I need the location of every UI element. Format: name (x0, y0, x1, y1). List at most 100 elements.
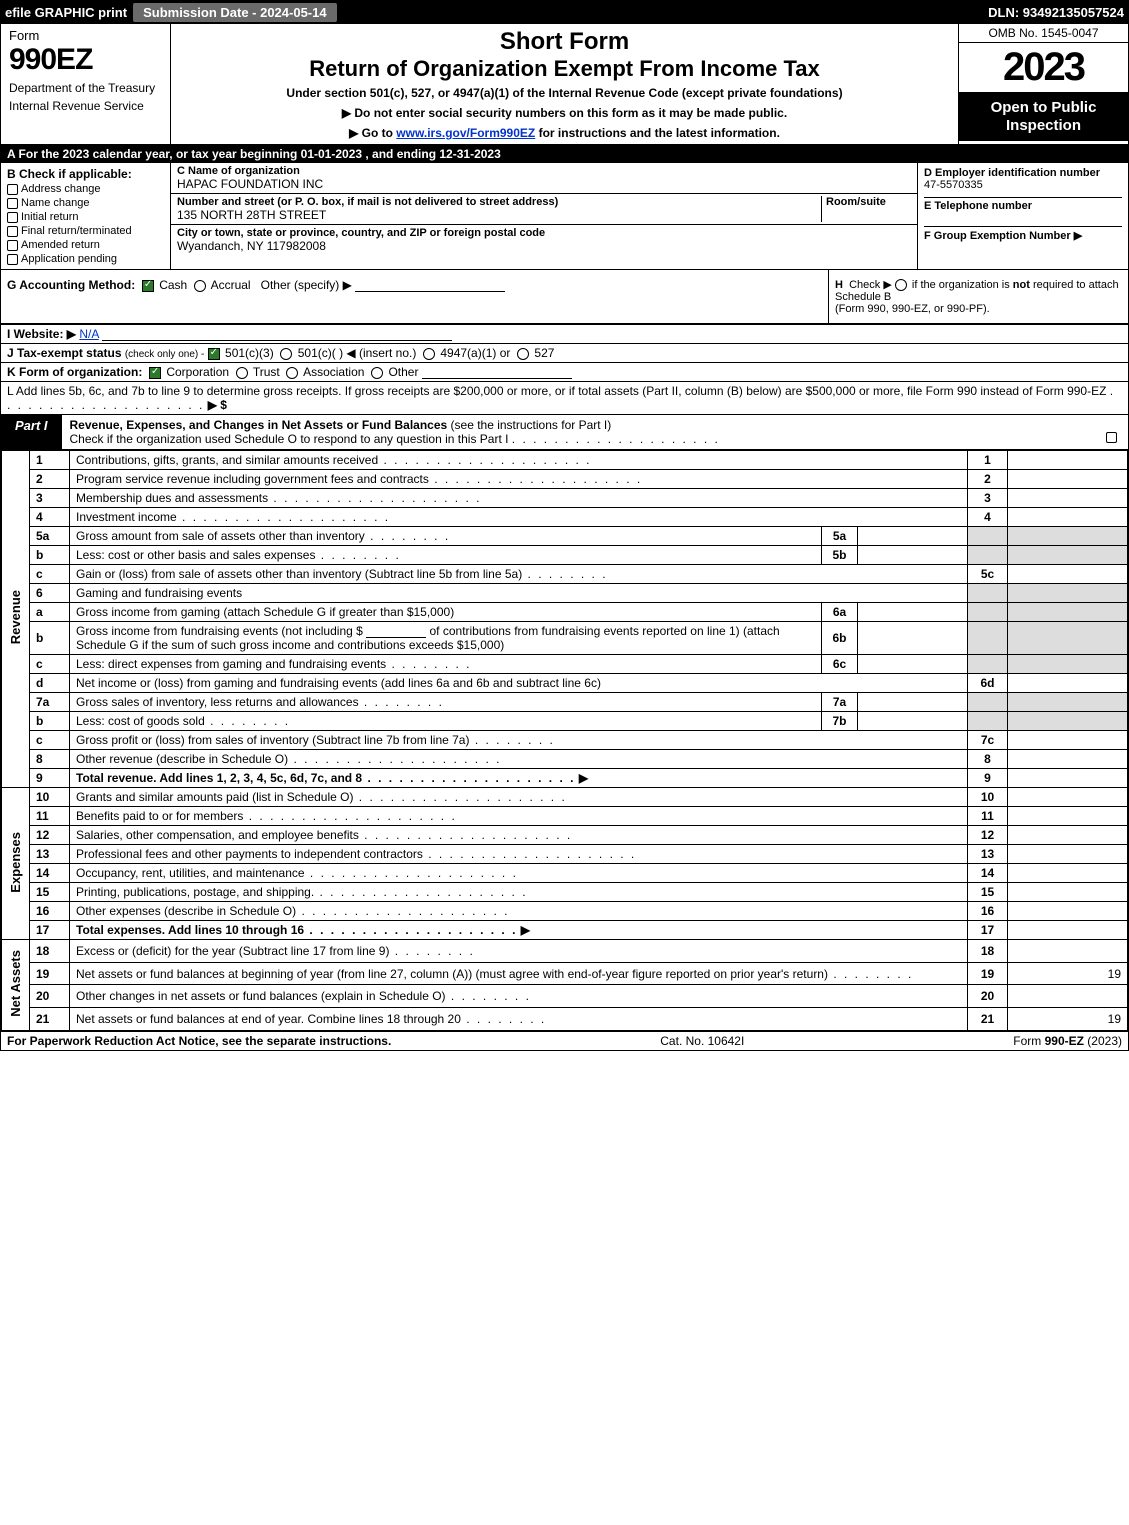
line-box-val: 19 (1008, 1008, 1128, 1031)
g-cash: Cash (159, 278, 187, 292)
row-6: 6 Gaming and fundraising events (2, 584, 1128, 603)
row-7b: b Less: cost of goods sold 7b (2, 712, 1128, 731)
line-text: Gross sales of inventory, less returns a… (70, 693, 822, 712)
row-4: 4 Investment income 4 (2, 508, 1128, 527)
row-5a: 5a Gross amount from sale of assets othe… (2, 527, 1128, 546)
line-text: Excess or (deficit) for the year (Subtra… (70, 940, 968, 963)
checkbox-icon[interactable] (1106, 432, 1117, 443)
chk-initial-return[interactable]: Initial return (7, 211, 164, 223)
line-box-val (1008, 826, 1128, 845)
line-box-val (1008, 731, 1128, 750)
line-num: c (30, 565, 70, 584)
chk-label: Name change (21, 197, 90, 209)
line-box-num: 4 (968, 508, 1008, 527)
dept-treasury: Department of the Treasury (9, 81, 162, 95)
check-empty-icon (280, 348, 292, 360)
line-box-val (1008, 807, 1128, 826)
line-num: b (30, 712, 70, 731)
line-box-val (1008, 565, 1128, 584)
part-1-title-rest: (see the instructions for Part I) (447, 418, 611, 432)
irs-link[interactable]: www.irs.gov/Form990EZ (396, 126, 535, 140)
line-num: 10 (30, 788, 70, 807)
line-num: 3 (30, 489, 70, 508)
dln-label: DLN: 93492135057524 (988, 5, 1124, 20)
row-6c: c Less: direct expenses from gaming and … (2, 655, 1128, 674)
line-num: 14 (30, 864, 70, 883)
chk-address-change[interactable]: Address change (7, 183, 164, 195)
row-5c: c Gain or (loss) from sale of assets oth… (2, 565, 1128, 584)
check-empty-icon (194, 280, 206, 292)
line-box-num: 18 (968, 940, 1008, 963)
lines-table: Revenue 1 Contributions, gifts, grants, … (1, 450, 1128, 1031)
row-5b: b Less: cost or other basis and sales ex… (2, 546, 1128, 565)
checkbox-icon (7, 198, 18, 209)
part-1-title-bold: Revenue, Expenses, and Changes in Net As… (70, 418, 448, 432)
part-1-tab: Part I (1, 415, 62, 449)
header-left: Form 990EZ Department of the Treasury In… (1, 24, 171, 144)
col-def: D Employer identification number 47-5570… (918, 163, 1128, 269)
checkbox-icon (7, 254, 18, 265)
net-assets-side: Net Assets (2, 940, 30, 1031)
chk-application-pending[interactable]: Application pending (7, 253, 164, 265)
goto-line: ▶ Go to www.irs.gov/Form990EZ for instru… (181, 126, 948, 140)
city-row: City or town, state or province, country… (171, 225, 917, 255)
page-footer: For Paperwork Reduction Act Notice, see … (1, 1031, 1128, 1050)
row-13: 13 Professional fees and other payments … (2, 845, 1128, 864)
line-num: 8 (30, 750, 70, 769)
g-other: Other (specify) ▶ (261, 278, 352, 292)
room-label: Room/suite (826, 196, 886, 208)
check-filled-icon (149, 367, 161, 379)
line-box-val: 19 (1008, 962, 1128, 985)
form-header: Form 990EZ Department of the Treasury In… (1, 24, 1128, 145)
d-label: D Employer identification number (924, 167, 1122, 179)
h-not: not (1013, 279, 1030, 291)
footer-right-post: (2023) (1084, 1034, 1122, 1048)
line-text: Grants and similar amounts paid (list in… (70, 788, 968, 807)
line-box-val (1008, 902, 1128, 921)
row-11: 11 Benefits paid to or for members 11 (2, 807, 1128, 826)
mini-num: 7b (822, 712, 858, 731)
grey-cell (1008, 603, 1128, 622)
k-label: K Form of organization: (7, 365, 142, 379)
grey-cell (968, 622, 1008, 655)
chk-name-change[interactable]: Name change (7, 197, 164, 209)
row-7a: 7a Gross sales of inventory, less return… (2, 693, 1128, 712)
line-box-val (1008, 921, 1128, 940)
k-trust: Trust (253, 365, 280, 379)
chk-final-return[interactable]: Final return/terminated (7, 225, 164, 237)
h-text2: if the organization is (912, 279, 1013, 291)
row-14: 14 Occupancy, rent, utilities, and maint… (2, 864, 1128, 883)
line-box-val (1008, 750, 1128, 769)
revenue-side: Revenue (2, 451, 30, 788)
city-label: City or town, state or province, country… (177, 227, 545, 239)
row-15: 15 Printing, publications, postage, and … (2, 883, 1128, 902)
mini-val (858, 603, 968, 622)
line-box-num: 13 (968, 845, 1008, 864)
mini-val (858, 622, 968, 655)
row-3: 3 Membership dues and assessments 3 (2, 489, 1128, 508)
website-link[interactable]: N/A (79, 327, 98, 341)
line-box-val (1008, 489, 1128, 508)
grey-cell (968, 584, 1008, 603)
col-b: B Check if applicable: Address change Na… (1, 163, 171, 269)
footer-right-pre: Form (1013, 1034, 1044, 1048)
g-h-block: G Accounting Method: Cash Accrual Other … (1, 270, 1128, 324)
under-section: Under section 501(c), 527, or 4947(a)(1)… (181, 86, 948, 100)
top-bar: efile GRAPHIC print Submission Date - 20… (1, 1, 1128, 24)
line-box-val (1008, 940, 1128, 963)
line-text: Occupancy, rent, utilities, and maintena… (70, 864, 968, 883)
footer-right: Form 990-EZ (2023) (1013, 1034, 1122, 1048)
line-num: 20 (30, 985, 70, 1008)
chk-amended-return[interactable]: Amended return (7, 239, 164, 251)
dots-fill (512, 432, 720, 446)
j-527: 527 (534, 346, 554, 360)
line-text: Less: direct expenses from gaming and fu… (70, 655, 822, 674)
line-box-num: 19 (968, 962, 1008, 985)
line-text: Gross income from fundraising events (no… (70, 622, 822, 655)
line-box-num: 17 (968, 921, 1008, 940)
h-label: H (835, 279, 843, 291)
check-empty-icon (517, 348, 529, 360)
line-box-val (1008, 788, 1128, 807)
line-num: b (30, 546, 70, 565)
row-21: 21 Net assets or fund balances at end of… (2, 1008, 1128, 1031)
